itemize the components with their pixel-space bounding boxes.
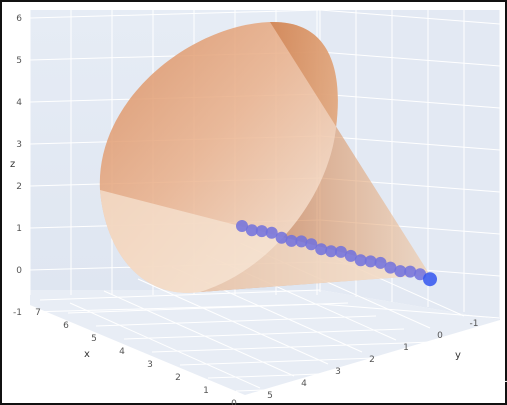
gridline-z-right [319, 9, 501, 25]
x-tick-label: 0 [231, 399, 237, 405]
gridline-floor-x [67, 302, 349, 314]
y-tick-label: 2 [369, 355, 375, 365]
z-axis-title: z [10, 159, 15, 170]
gridline-floor-x [235, 380, 507, 392]
scatter-point [315, 243, 328, 256]
z-tick-label: 1 [16, 224, 22, 234]
scatter-point [275, 231, 288, 244]
scatter-point [265, 226, 278, 239]
y-axis-title: y [455, 350, 461, 361]
gridline-z-right [319, 51, 501, 67]
scatter-point [236, 220, 248, 232]
gridline-floor-x [207, 367, 489, 379]
scatter-point [364, 255, 377, 268]
z-tick-label: 6 [16, 14, 22, 24]
z-tick-label: 4 [16, 98, 22, 108]
floor-plane [30, 290, 500, 395]
scatter-point [344, 249, 357, 262]
x-tick-label: 6 [63, 321, 69, 331]
x-tick-label: 3 [147, 360, 153, 370]
x-tick-label: 2 [175, 373, 181, 383]
z-tick-label: 2 [16, 182, 22, 192]
scatter-point [384, 261, 397, 274]
scatter-point [245, 224, 258, 237]
z-tick-label: 5 [16, 56, 22, 66]
x-tick-label: 4 [119, 347, 125, 357]
scatter-point [414, 268, 427, 281]
scatter-point [285, 234, 298, 247]
z-tick-label: 3 [16, 140, 22, 150]
scatter-point-end [423, 272, 437, 287]
tick-labels: 6 5 4 3 2 1 0 -1 7 6 5 4 3 2 1 0 5 4 3 2 1 0 -1 [13, 14, 478, 405]
gridline-z-right [319, 303, 501, 319]
x-axis-title: x [84, 349, 90, 360]
scatter-point [295, 235, 308, 248]
gridline-z-right [319, 135, 501, 151]
cone-side [200, 21, 430, 292]
z-tick-label: 0 [16, 266, 22, 276]
scatter-point [334, 245, 347, 258]
gridline-floor-y [103, 290, 295, 377]
y-tick-label: 1 [403, 343, 409, 353]
gridline-floor-x [39, 289, 321, 301]
x-tick-label: 7 [35, 308, 41, 318]
scatter-point [394, 265, 407, 278]
y-tick-label: -1 [470, 319, 479, 329]
x-tick-label: 1 [203, 386, 209, 396]
gridline-z-left [29, 9, 321, 19]
y-tick-label: 4 [301, 379, 307, 389]
scatter-point [354, 254, 367, 267]
gridline-floor-x [95, 315, 377, 327]
y-tick-label: 5 [267, 391, 273, 401]
y-tick-label: 3 [335, 367, 341, 377]
y-tick-label: 0 [437, 331, 443, 341]
scatter-point [374, 256, 387, 269]
gridline-floor-y [69, 302, 261, 389]
cone-surface [99, 21, 430, 293]
cone-lower-side [100, 190, 430, 293]
scatter-point [305, 238, 318, 251]
scatter-point [325, 245, 338, 258]
z-tick-label: -1 [13, 308, 22, 318]
gridline-z-right [319, 93, 501, 109]
scatter-series [236, 220, 437, 287]
gridline-floor-y [137, 278, 329, 365]
x-tick-label: 5 [91, 334, 97, 344]
scatter-point [404, 265, 417, 278]
gridline-floor-x [123, 328, 405, 340]
gridline-floor-x [151, 341, 433, 353]
scatter-point [255, 225, 268, 238]
